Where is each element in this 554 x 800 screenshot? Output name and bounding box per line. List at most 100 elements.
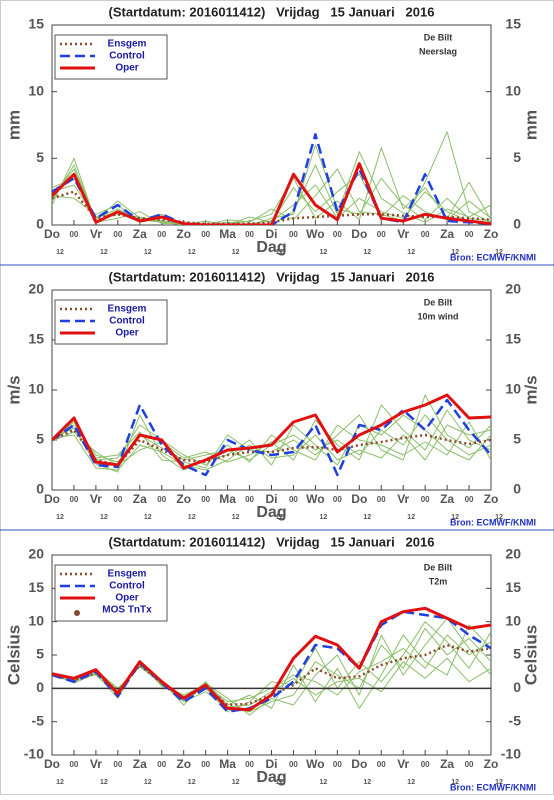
x-tick-label: Za	[440, 227, 454, 241]
series-line	[52, 398, 491, 477]
x-tick-label: 00	[69, 230, 78, 239]
y-tick-label: -5	[32, 712, 45, 728]
x-tick-label: 00	[289, 495, 298, 504]
legend-label: Control	[109, 51, 145, 62]
x-tick-label: 00	[465, 495, 474, 504]
x-tick-label: 00	[421, 230, 430, 239]
legend-label: Oper	[115, 328, 138, 339]
y-tick-label: 10	[505, 82, 521, 98]
member-line	[52, 147, 491, 225]
x-tick-label: 00	[69, 495, 78, 504]
y-tick-label: -5	[509, 712, 522, 728]
source: Bron: ECMWF/KNMI	[450, 517, 536, 527]
y-tick-label: 0	[513, 481, 521, 497]
x-tick-sublabel: 12	[407, 249, 415, 256]
series-line	[52, 393, 491, 470]
x-tick-label: Vr	[397, 757, 409, 771]
y-tick-label: 10	[505, 381, 521, 397]
x-tick-label: 00	[245, 495, 254, 504]
x-tick-label: Di	[266, 492, 278, 506]
x-tick-label: 00	[157, 495, 166, 504]
x-tick-label: 00	[157, 760, 166, 769]
x-tick-label: Do	[44, 492, 60, 506]
x-tick-label: Zo	[484, 492, 499, 506]
x-tick-label: Zo	[484, 757, 499, 771]
series-line	[52, 606, 491, 712]
legend-label: Control	[109, 316, 145, 327]
x-tick-label: Wo	[306, 227, 324, 241]
y-tick-label: 15	[505, 16, 521, 32]
x-tick-sublabel: 12	[495, 779, 503, 786]
member-line	[52, 184, 491, 225]
x-tick-label: Do	[351, 227, 367, 241]
variable: 10m wind	[417, 311, 458, 321]
x-tick-sublabel: 12	[451, 249, 459, 256]
x-axis-label: Dag	[256, 239, 286, 256]
x-tick-sublabel: 12	[495, 249, 503, 256]
x-tick-sublabel: 12	[320, 779, 328, 786]
x-tick-label: Ma	[219, 227, 236, 241]
chart-title: (Startdatum: 2016011412) Vrijdag 15 Janu…	[109, 534, 435, 549]
y-tick-label: 20	[505, 281, 521, 297]
y-axis-label: m/s	[521, 375, 540, 404]
x-tick-sublabel: 12	[276, 249, 284, 256]
x-tick-sublabel: 12	[100, 514, 108, 521]
x-tick-sublabel: 12	[144, 249, 152, 256]
x-tick-label: Za	[133, 757, 147, 771]
x-tick-label: 00	[113, 495, 122, 504]
x-tick-sublabel: 12	[363, 249, 371, 256]
legend-label: Ensgem	[108, 569, 147, 580]
x-tick-sublabel: 12	[407, 514, 415, 521]
x-tick-label: Vr	[397, 227, 409, 241]
x-tick-label: 00	[245, 760, 254, 769]
legend-label: Oper	[115, 593, 138, 604]
x-tick-sublabel: 12	[188, 249, 196, 256]
x-tick-label: Ma	[219, 757, 236, 771]
legend-label: Oper	[115, 63, 138, 74]
x-tick-label: Do	[44, 757, 60, 771]
x-tick-label: Vr	[90, 227, 102, 241]
x-tick-label: 00	[377, 760, 386, 769]
legend-label: Ensgem	[108, 39, 147, 50]
y-tick-label: 0	[36, 216, 44, 232]
x-tick-sublabel: 12	[451, 779, 459, 786]
y-tick-label: 15	[505, 579, 521, 595]
y-tick-label: 15	[28, 579, 44, 595]
x-tick-sublabel: 12	[363, 514, 371, 521]
y-axis-label: m/s	[4, 375, 23, 404]
x-tick-label: 00	[113, 230, 122, 239]
x-tick-label: Wo	[306, 757, 324, 771]
y-tick-label: 20	[28, 281, 44, 297]
y-tick-label: 5	[36, 149, 44, 165]
legend-box	[54, 564, 168, 622]
x-tick-label: 00	[333, 230, 342, 239]
x-tick-label: 00	[201, 230, 210, 239]
x-tick-label: Di	[266, 757, 278, 771]
variable: Neerslag	[419, 46, 457, 56]
x-tick-label: 00	[465, 760, 474, 769]
x-tick-label: 00	[289, 230, 298, 239]
x-tick-label: Di	[266, 227, 278, 241]
member-line	[52, 394, 491, 469]
member-line	[52, 404, 491, 466]
x-tick-label: 00	[157, 230, 166, 239]
x-tick-sublabel: 12	[276, 779, 284, 786]
y-tick-label: 0	[36, 679, 44, 695]
x-tick-label: 00	[289, 760, 298, 769]
x-tick-sublabel: 12	[188, 514, 196, 521]
legend-label: Control	[109, 581, 145, 592]
x-tick-sublabel: 12	[100, 249, 108, 256]
x-tick-sublabel: 12	[363, 779, 371, 786]
y-tick-label: 15	[28, 16, 44, 32]
x-tick-sublabel: 12	[320, 514, 328, 521]
location: De Bilt	[424, 297, 453, 307]
x-tick-sublabel: 12	[495, 514, 503, 521]
legend-box	[54, 34, 168, 80]
x-tick-label: Zo	[176, 757, 191, 771]
x-tick-sublabel: 12	[232, 249, 240, 256]
y-axis-label: mm	[4, 110, 23, 140]
x-tick-label: Do	[351, 492, 367, 506]
chart-title: (Startdatum: 2016011412) Vrijdag 15 Janu…	[109, 4, 435, 19]
x-tick-label: 00	[69, 760, 78, 769]
